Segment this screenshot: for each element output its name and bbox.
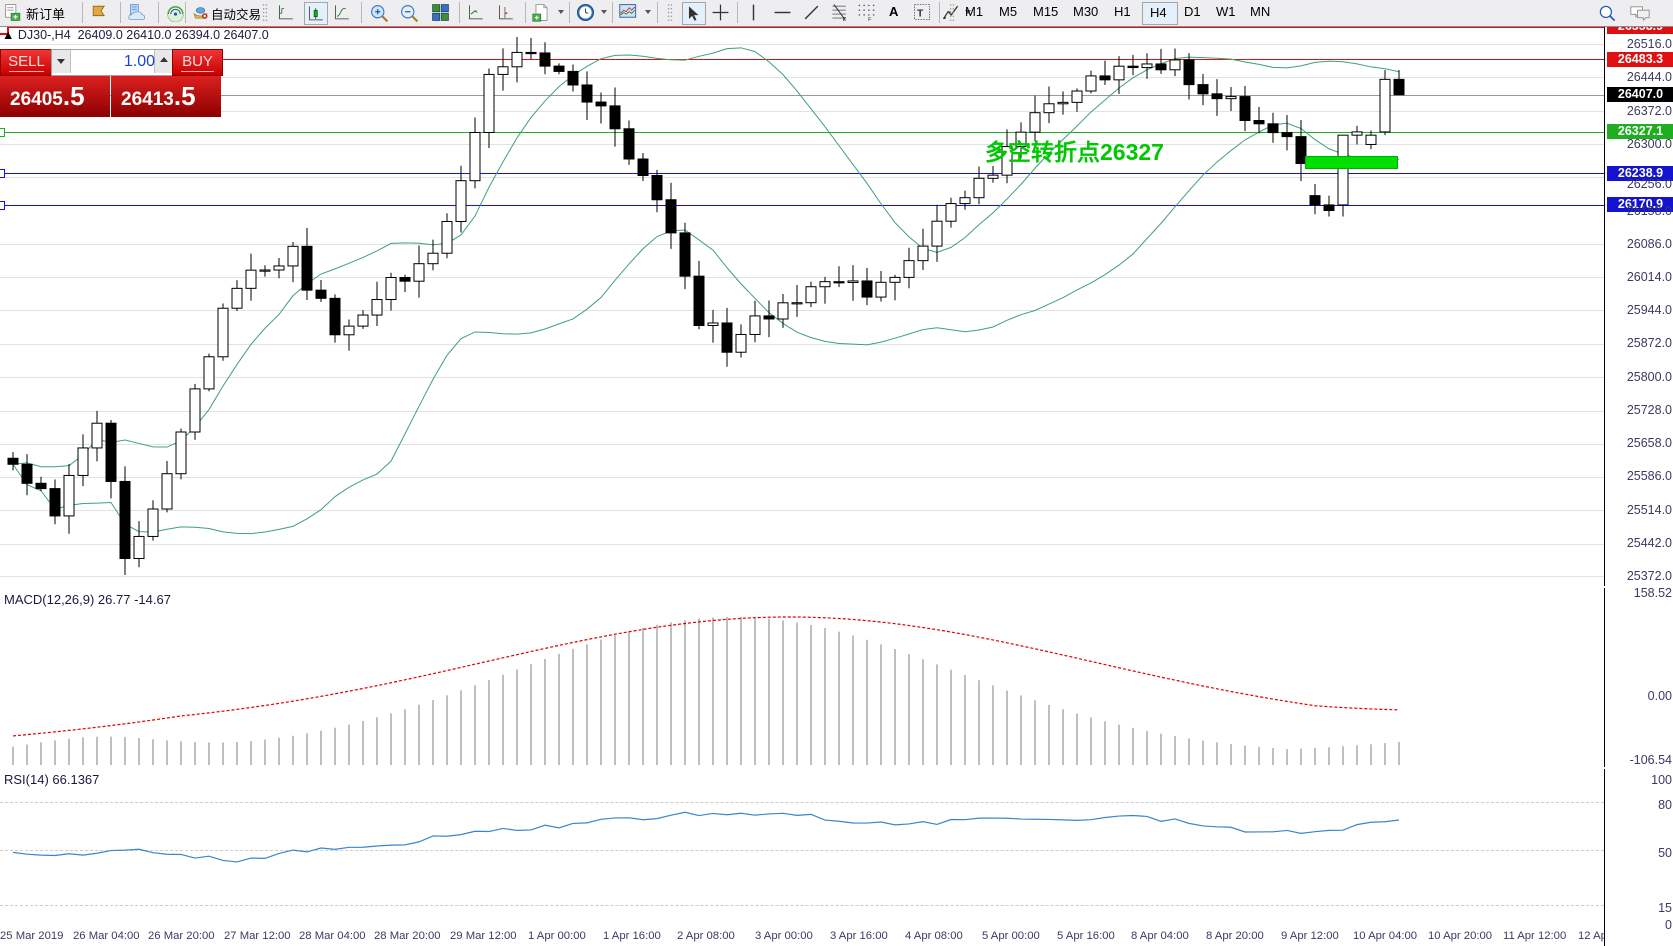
svg-text:F: F <box>868 17 872 22</box>
svg-text:T: T <box>917 8 924 19</box>
svg-text:E: E <box>843 17 847 22</box>
